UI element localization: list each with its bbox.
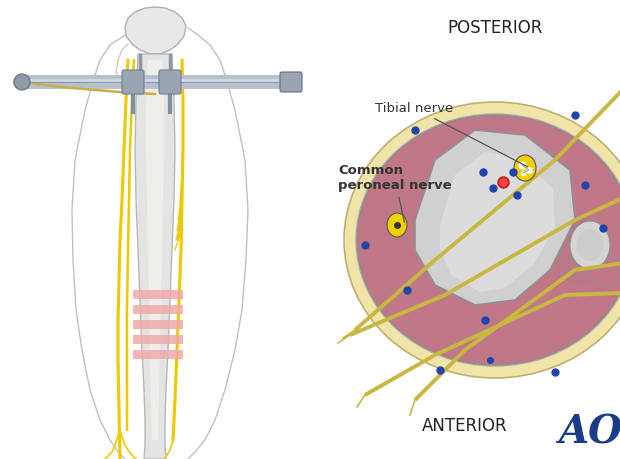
- Circle shape: [14, 74, 30, 90]
- Bar: [133, 305, 183, 314]
- FancyBboxPatch shape: [122, 70, 144, 94]
- Ellipse shape: [570, 221, 610, 269]
- Text: AO: AO: [558, 413, 620, 451]
- Ellipse shape: [514, 155, 536, 181]
- Ellipse shape: [440, 130, 570, 180]
- Ellipse shape: [552, 215, 608, 285]
- Text: Common
peroneal nerve: Common peroneal nerve: [338, 164, 451, 222]
- Polygon shape: [125, 7, 186, 54]
- Text: POSTERIOR: POSTERIOR: [447, 19, 542, 37]
- Bar: [133, 320, 183, 329]
- Polygon shape: [415, 130, 575, 305]
- Ellipse shape: [387, 213, 407, 237]
- Polygon shape: [146, 60, 164, 440]
- Text: ANTERIOR: ANTERIOR: [422, 417, 508, 435]
- FancyBboxPatch shape: [159, 70, 181, 94]
- Ellipse shape: [591, 252, 619, 287]
- Polygon shape: [135, 54, 175, 459]
- Bar: [133, 290, 183, 299]
- Ellipse shape: [445, 157, 555, 213]
- Bar: [133, 350, 183, 359]
- Bar: [133, 335, 183, 344]
- FancyBboxPatch shape: [280, 72, 302, 92]
- Text: Tibial nerve: Tibial nerve: [375, 101, 528, 167]
- Ellipse shape: [344, 102, 620, 378]
- Polygon shape: [440, 152, 555, 292]
- Ellipse shape: [577, 229, 603, 261]
- Ellipse shape: [357, 115, 620, 365]
